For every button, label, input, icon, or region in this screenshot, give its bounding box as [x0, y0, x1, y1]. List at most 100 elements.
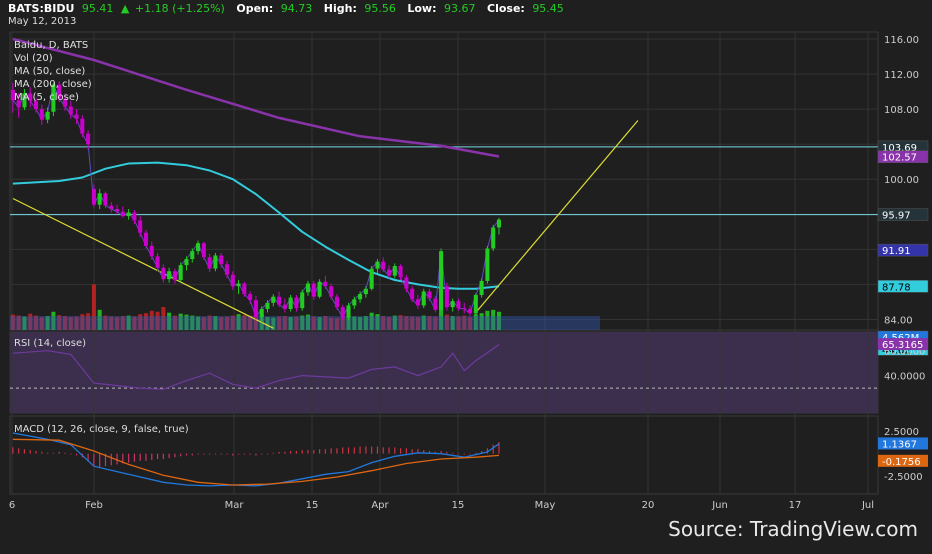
- macd-histogram-bar: [498, 442, 500, 454]
- volume-bar: [80, 314, 85, 330]
- macd-histogram-bar: [469, 453, 471, 455]
- candle-body: [398, 266, 403, 278]
- candle-body: [248, 294, 253, 301]
- candle-body: [259, 308, 264, 317]
- volume-bar: [149, 310, 154, 330]
- time-tick-label: 6: [9, 500, 15, 511]
- volume-bar: [39, 317, 44, 330]
- candle-body: [16, 100, 21, 108]
- macd-histogram-bar: [307, 450, 309, 454]
- volume-bar: [329, 317, 334, 330]
- candle-body: [74, 114, 79, 119]
- volume-bar: [207, 315, 212, 330]
- candle-body: [86, 133, 91, 145]
- macd-histogram-bar: [434, 451, 436, 454]
- candle-body: [479, 280, 484, 295]
- macd-histogram-bar: [405, 448, 407, 454]
- candle-body: [450, 301, 455, 308]
- volume-bar: [265, 317, 270, 330]
- candle-body: [311, 283, 316, 297]
- macd-histogram-bar: [330, 448, 332, 454]
- macd-histogram-bar: [156, 453, 159, 460]
- close-label: Close:: [487, 2, 525, 15]
- volume-bar: [213, 316, 218, 330]
- volume-bar: [10, 314, 15, 330]
- candle-body: [143, 232, 149, 246]
- candle-body: [433, 298, 438, 310]
- time-tick-label: Jun: [711, 500, 728, 511]
- volume-bar: [334, 318, 339, 330]
- volume-ma-area: [10, 316, 600, 330]
- price-tick-label: 84.00: [884, 315, 913, 326]
- volume-bar: [433, 316, 438, 330]
- header-change: +1.18 (+1.25%): [135, 2, 225, 15]
- macd-histogram-bar: [376, 446, 379, 454]
- candle-body: [427, 291, 432, 299]
- macd-badge: [878, 454, 928, 467]
- macd-histogram-bar: [52, 452, 54, 454]
- volume-bar: [294, 316, 299, 330]
- candle-body: [271, 296, 276, 303]
- candle-body: [155, 256, 160, 268]
- macd-histogram-bar: [481, 450, 483, 454]
- macd-histogram-bar: [58, 451, 60, 454]
- candle-body: [10, 89, 15, 101]
- macd-histogram-bar: [353, 447, 355, 454]
- macd-histogram-bar: [64, 452, 66, 454]
- candle-body: [91, 188, 96, 205]
- volume-bar: [126, 315, 131, 330]
- macd-histogram-bar: [324, 449, 326, 454]
- candle-body: [375, 261, 380, 269]
- macd-histogram-bar: [23, 449, 26, 454]
- volume-bar: [155, 311, 160, 330]
- candle-body: [161, 267, 166, 280]
- candle-body: [323, 281, 328, 287]
- macd-histogram-bar: [249, 453, 251, 455]
- candle-body: [167, 271, 172, 280]
- candle-body: [236, 283, 241, 287]
- volume-bar: [68, 317, 73, 330]
- volume-bar: [138, 314, 143, 330]
- time-tick-label: 20: [642, 500, 655, 511]
- volume-bar: [86, 313, 91, 330]
- volume-bar: [392, 315, 397, 330]
- macd-histogram-bar: [463, 453, 465, 455]
- volume-bar: [479, 313, 484, 330]
- time-tick-label: 15: [452, 500, 465, 511]
- macd-histogram-bar: [475, 452, 477, 454]
- candle-body: [62, 98, 67, 107]
- candle-body: [358, 294, 363, 300]
- candle-body: [352, 299, 357, 306]
- candle-body: [340, 307, 345, 318]
- volume-bar: [282, 316, 287, 330]
- macd-histogram-bar: [87, 453, 89, 462]
- macd-histogram-bar: [226, 453, 228, 455]
- candle-body: [363, 288, 368, 295]
- volume-bar: [45, 316, 50, 330]
- macd-histogram-bar: [197, 453, 199, 455]
- volume-bar: [161, 306, 166, 330]
- macd-histogram-bar: [151, 453, 153, 460]
- volume-bar: [444, 314, 449, 330]
- candle-body: [317, 281, 322, 297]
- candle-body: [282, 304, 287, 309]
- candle-body: [219, 255, 224, 265]
- candle-body: [496, 219, 501, 228]
- candle-body: [190, 251, 195, 260]
- macd-histogram-bar: [133, 453, 136, 462]
- header-symbol: BATS:BIDU: [8, 2, 74, 15]
- macd-signal-line: [12, 438, 500, 486]
- volume-bar: [196, 316, 201, 330]
- volume-bar: [143, 313, 149, 330]
- macd-histogram-bar: [18, 448, 20, 454]
- macd-histogram-bar: [272, 452, 274, 454]
- volume-bar: [410, 316, 415, 330]
- volume-bar: [51, 311, 56, 330]
- close-value: 95.45: [532, 2, 564, 15]
- macd-histogram-bar: [266, 453, 269, 455]
- macd-histogram-bar: [342, 447, 344, 454]
- volume-bar: [340, 317, 345, 330]
- macd-tick-label: 2.5000: [884, 427, 919, 438]
